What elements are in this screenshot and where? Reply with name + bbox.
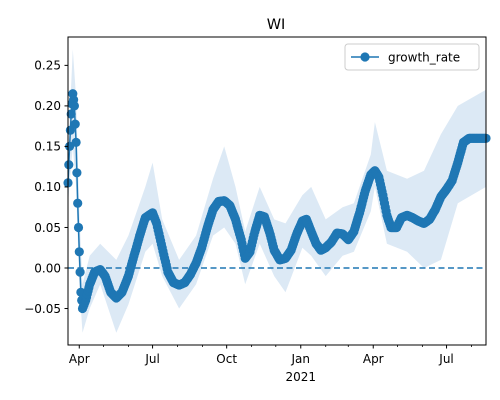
y-tick-label: 0.05: [34, 221, 61, 235]
growth-rate-marker: [72, 168, 82, 178]
legend-marker: [360, 52, 370, 62]
growth-rate-marker: [69, 101, 79, 111]
plot-frame: [67, 36, 487, 346]
x-tick-label: Jan: [291, 352, 311, 366]
y-tick-label: −0.05: [24, 302, 61, 316]
growth-rate-marker: [75, 267, 85, 277]
y-tick-label: 0.15: [34, 140, 61, 154]
growth-rate-marker: [64, 160, 74, 170]
y-tick-label: 0.20: [34, 99, 61, 113]
plot-area: −0.05 0.00 0.05 0.10 0.15 0.20 0.25 Apr Jul Oct Ja…: [24, 36, 491, 384]
growth-rate-marker: [71, 137, 81, 147]
x-tick-label: Oct: [216, 352, 237, 366]
legend-box: [344, 43, 480, 71]
x-tick-label: Apr: [363, 352, 384, 366]
legend-label: growth_rate: [388, 50, 460, 64]
growth-rate-markers: [63, 89, 491, 314]
x-tick-label: Apr: [69, 352, 90, 366]
growth-rate-marker: [70, 119, 80, 129]
chart-title: WI: [267, 17, 286, 33]
y-tick-label: 0.00: [34, 261, 61, 275]
growth-rate-marker: [73, 222, 84, 233]
x-tick-label: Jul: [438, 352, 453, 366]
growth-rate-marker: [74, 247, 84, 257]
confidence-band: [68, 49, 486, 333]
growth-rate-marker: [73, 198, 83, 208]
y-tick-label: 0.10: [34, 180, 61, 194]
y-tick-label: 0.25: [34, 59, 61, 73]
x-tick-label: Jul: [144, 352, 159, 366]
legend: growth_rate: [344, 43, 480, 71]
x-year-label: 2021: [285, 370, 316, 384]
growth-rate-marker: [66, 109, 76, 119]
